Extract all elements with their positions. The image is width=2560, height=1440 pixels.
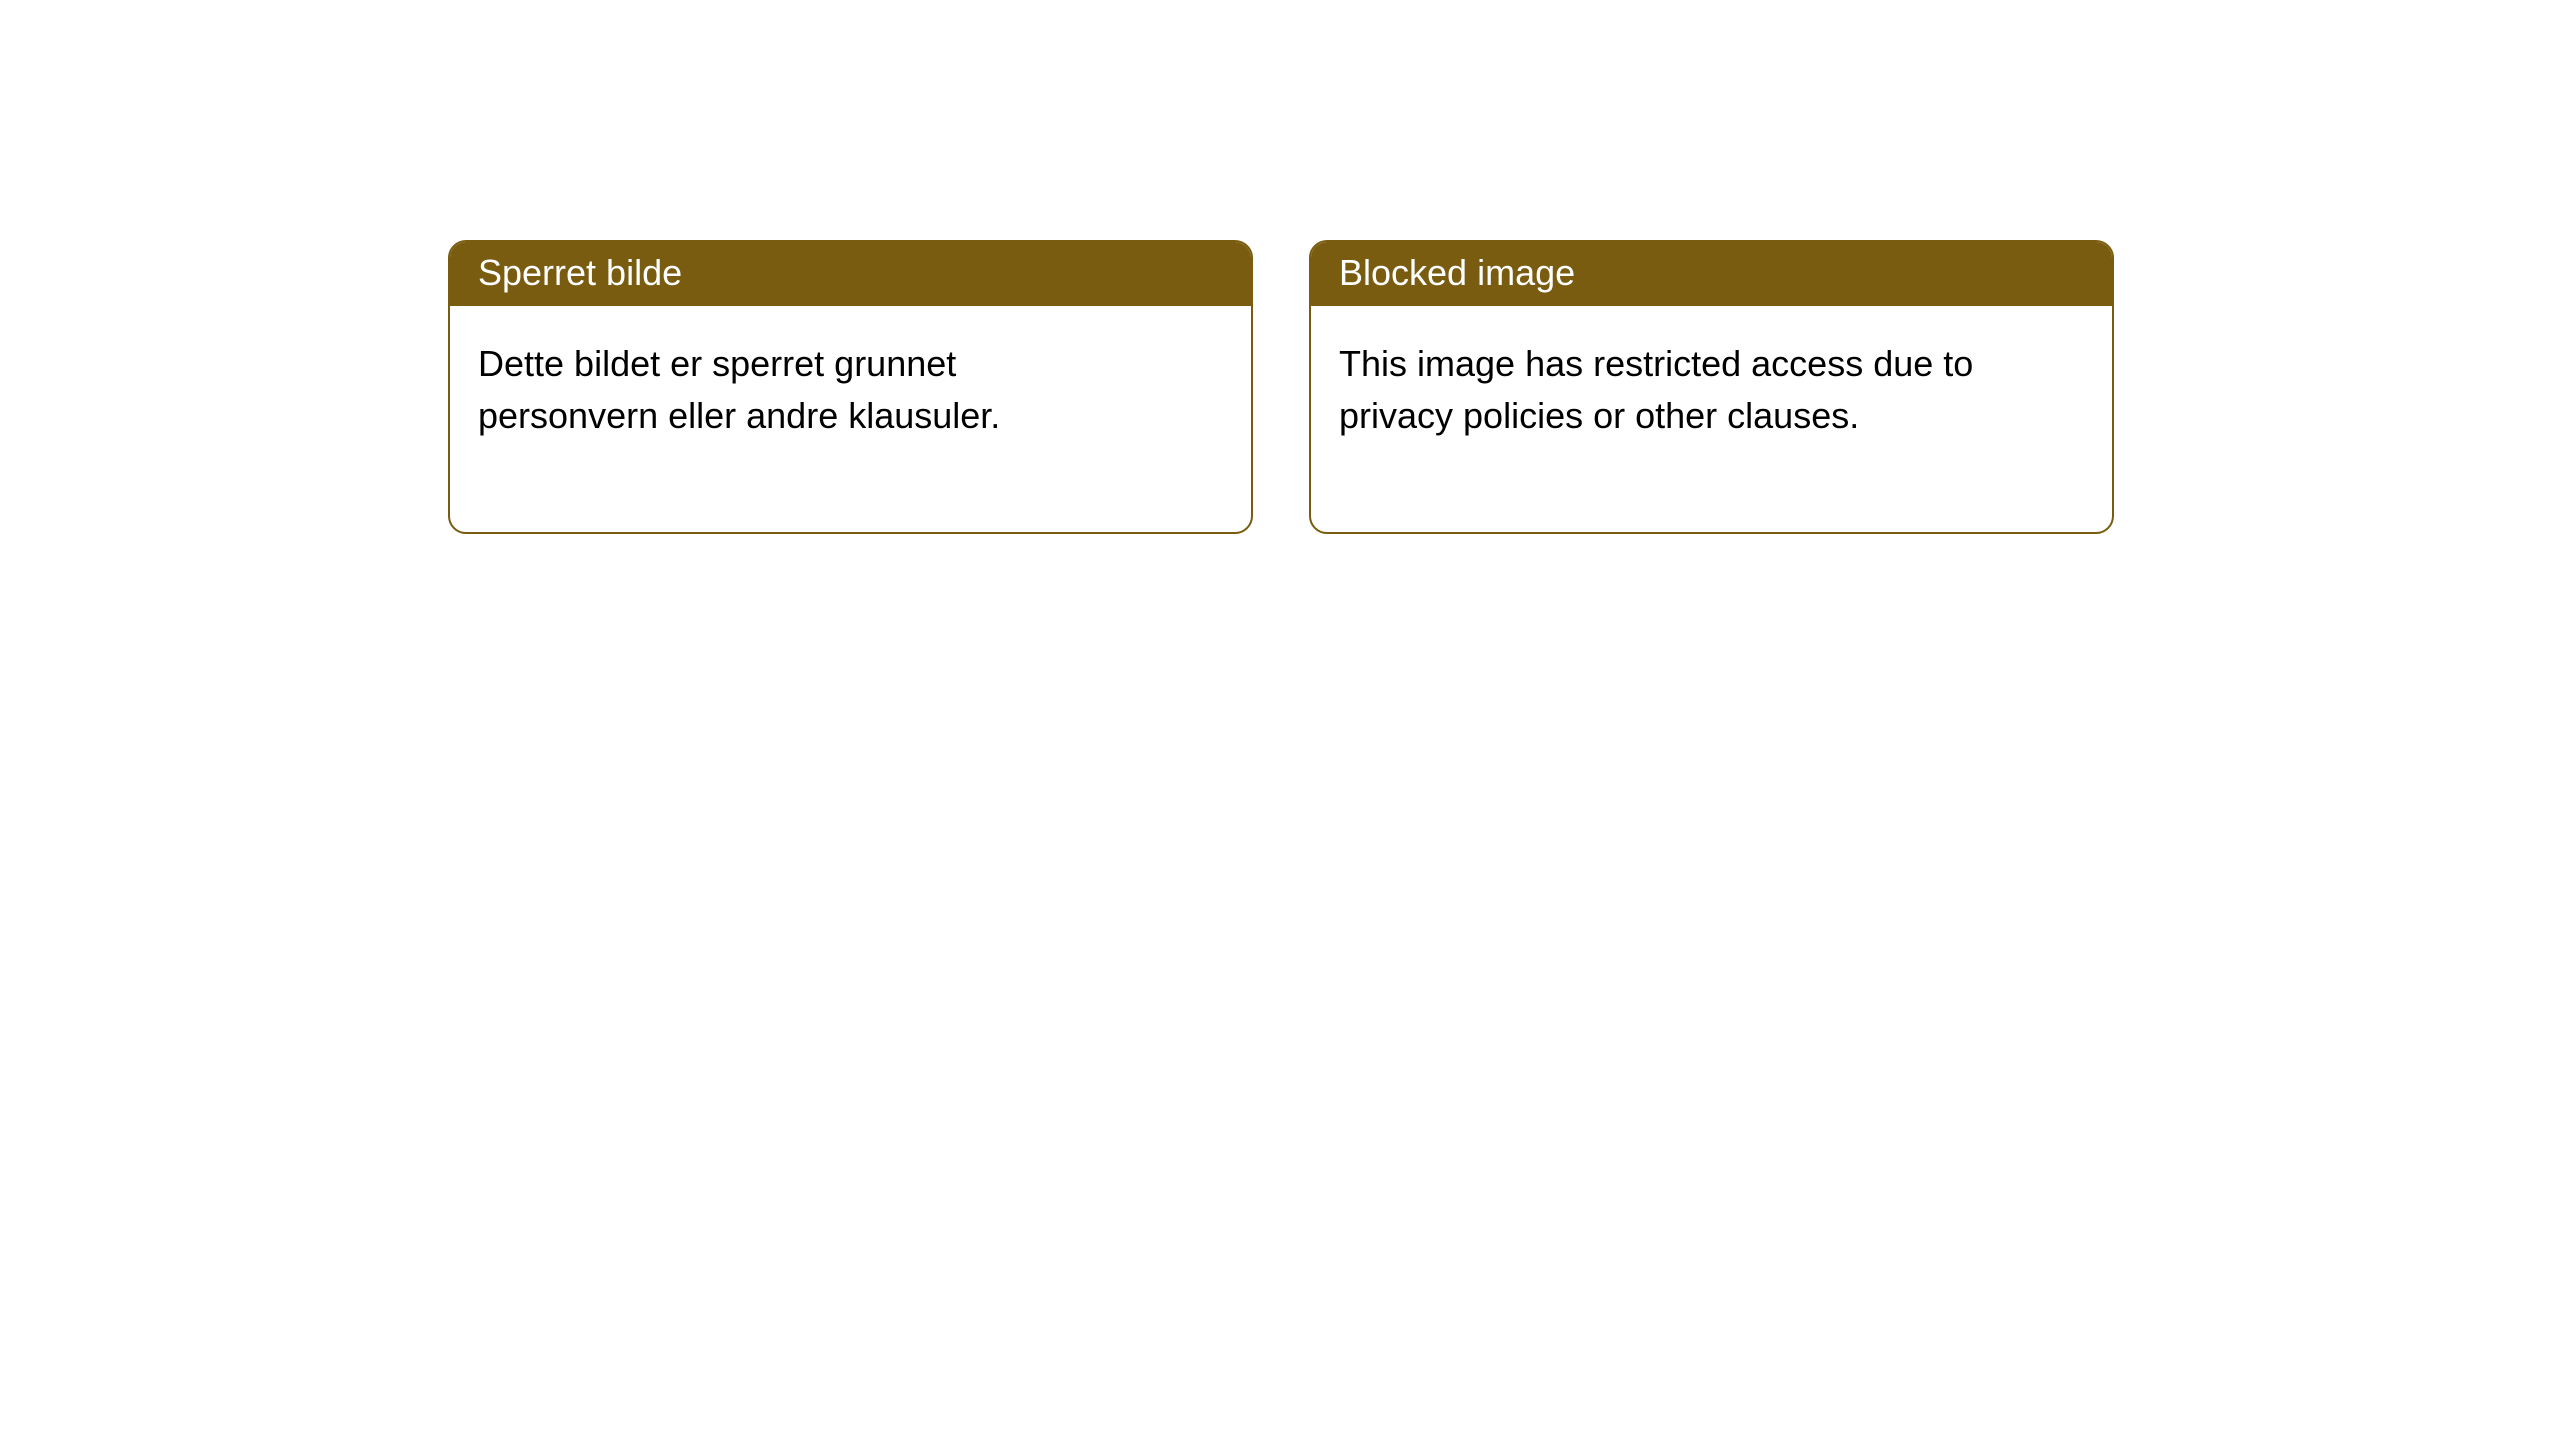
notice-container: Sperret bilde Dette bildet er sperret gr… [0,0,2560,534]
notice-title: Blocked image [1339,252,1575,293]
notice-body-text: This image has restricted access due to … [1339,343,1973,436]
notice-body: Dette bildet er sperret grunnet personve… [450,306,1150,532]
notice-body-text: Dette bildet er sperret grunnet personve… [478,343,1000,436]
notice-header: Sperret bilde [450,242,1251,306]
notice-card-english: Blocked image This image has restricted … [1309,240,2114,534]
notice-card-norwegian: Sperret bilde Dette bildet er sperret gr… [448,240,1253,534]
notice-header: Blocked image [1311,242,2112,306]
notice-title: Sperret bilde [478,252,682,293]
notice-body: This image has restricted access due to … [1311,306,2011,532]
